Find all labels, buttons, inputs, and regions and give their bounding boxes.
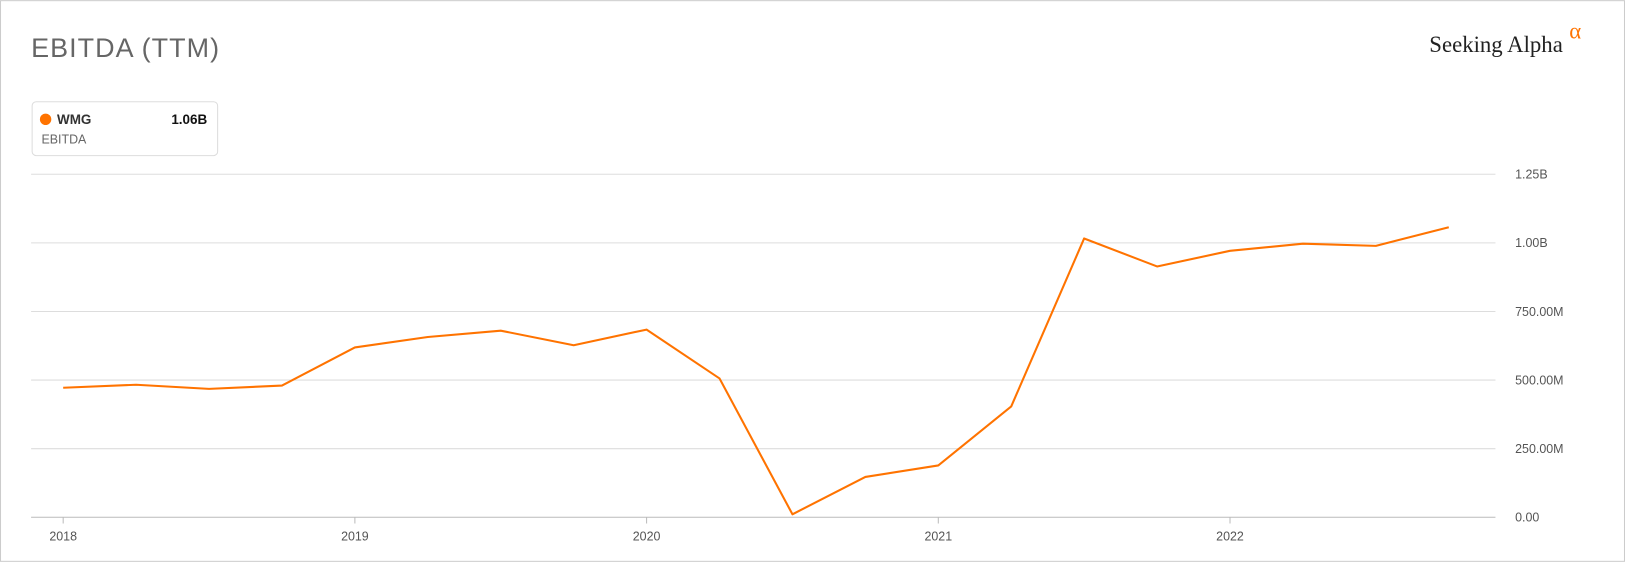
x-tick-label: 2020	[633, 529, 661, 543]
legend-name: WMG	[57, 112, 91, 127]
series-line	[63, 226, 1450, 516]
y-tick-label: 500.00M	[1515, 373, 1563, 387]
logo-mark: α	[1569, 19, 1581, 44]
x-tick-label: 2019	[341, 529, 369, 543]
y-tick-label: 1.25B	[1515, 168, 1547, 182]
legend-value: 1.06B	[171, 112, 207, 127]
y-tick-label: 0.00	[1515, 511, 1539, 525]
y-tick-label: 1.00B	[1515, 236, 1547, 250]
logo: Seeking Alpha	[1429, 32, 1563, 57]
x-tick-label: 2018	[49, 529, 77, 543]
legend-box	[31, 101, 219, 157]
x-tick-label: 2022	[1216, 529, 1244, 543]
y-tick-label: 750.00M	[1515, 305, 1563, 319]
y-tick-label: 250.00M	[1515, 442, 1563, 456]
legend-subtitle: EBITDA	[41, 132, 87, 146]
x-tick-label: 2021	[924, 529, 952, 543]
legend-marker	[39, 113, 52, 126]
chart-title: EBITDA (TTM)	[31, 33, 220, 63]
